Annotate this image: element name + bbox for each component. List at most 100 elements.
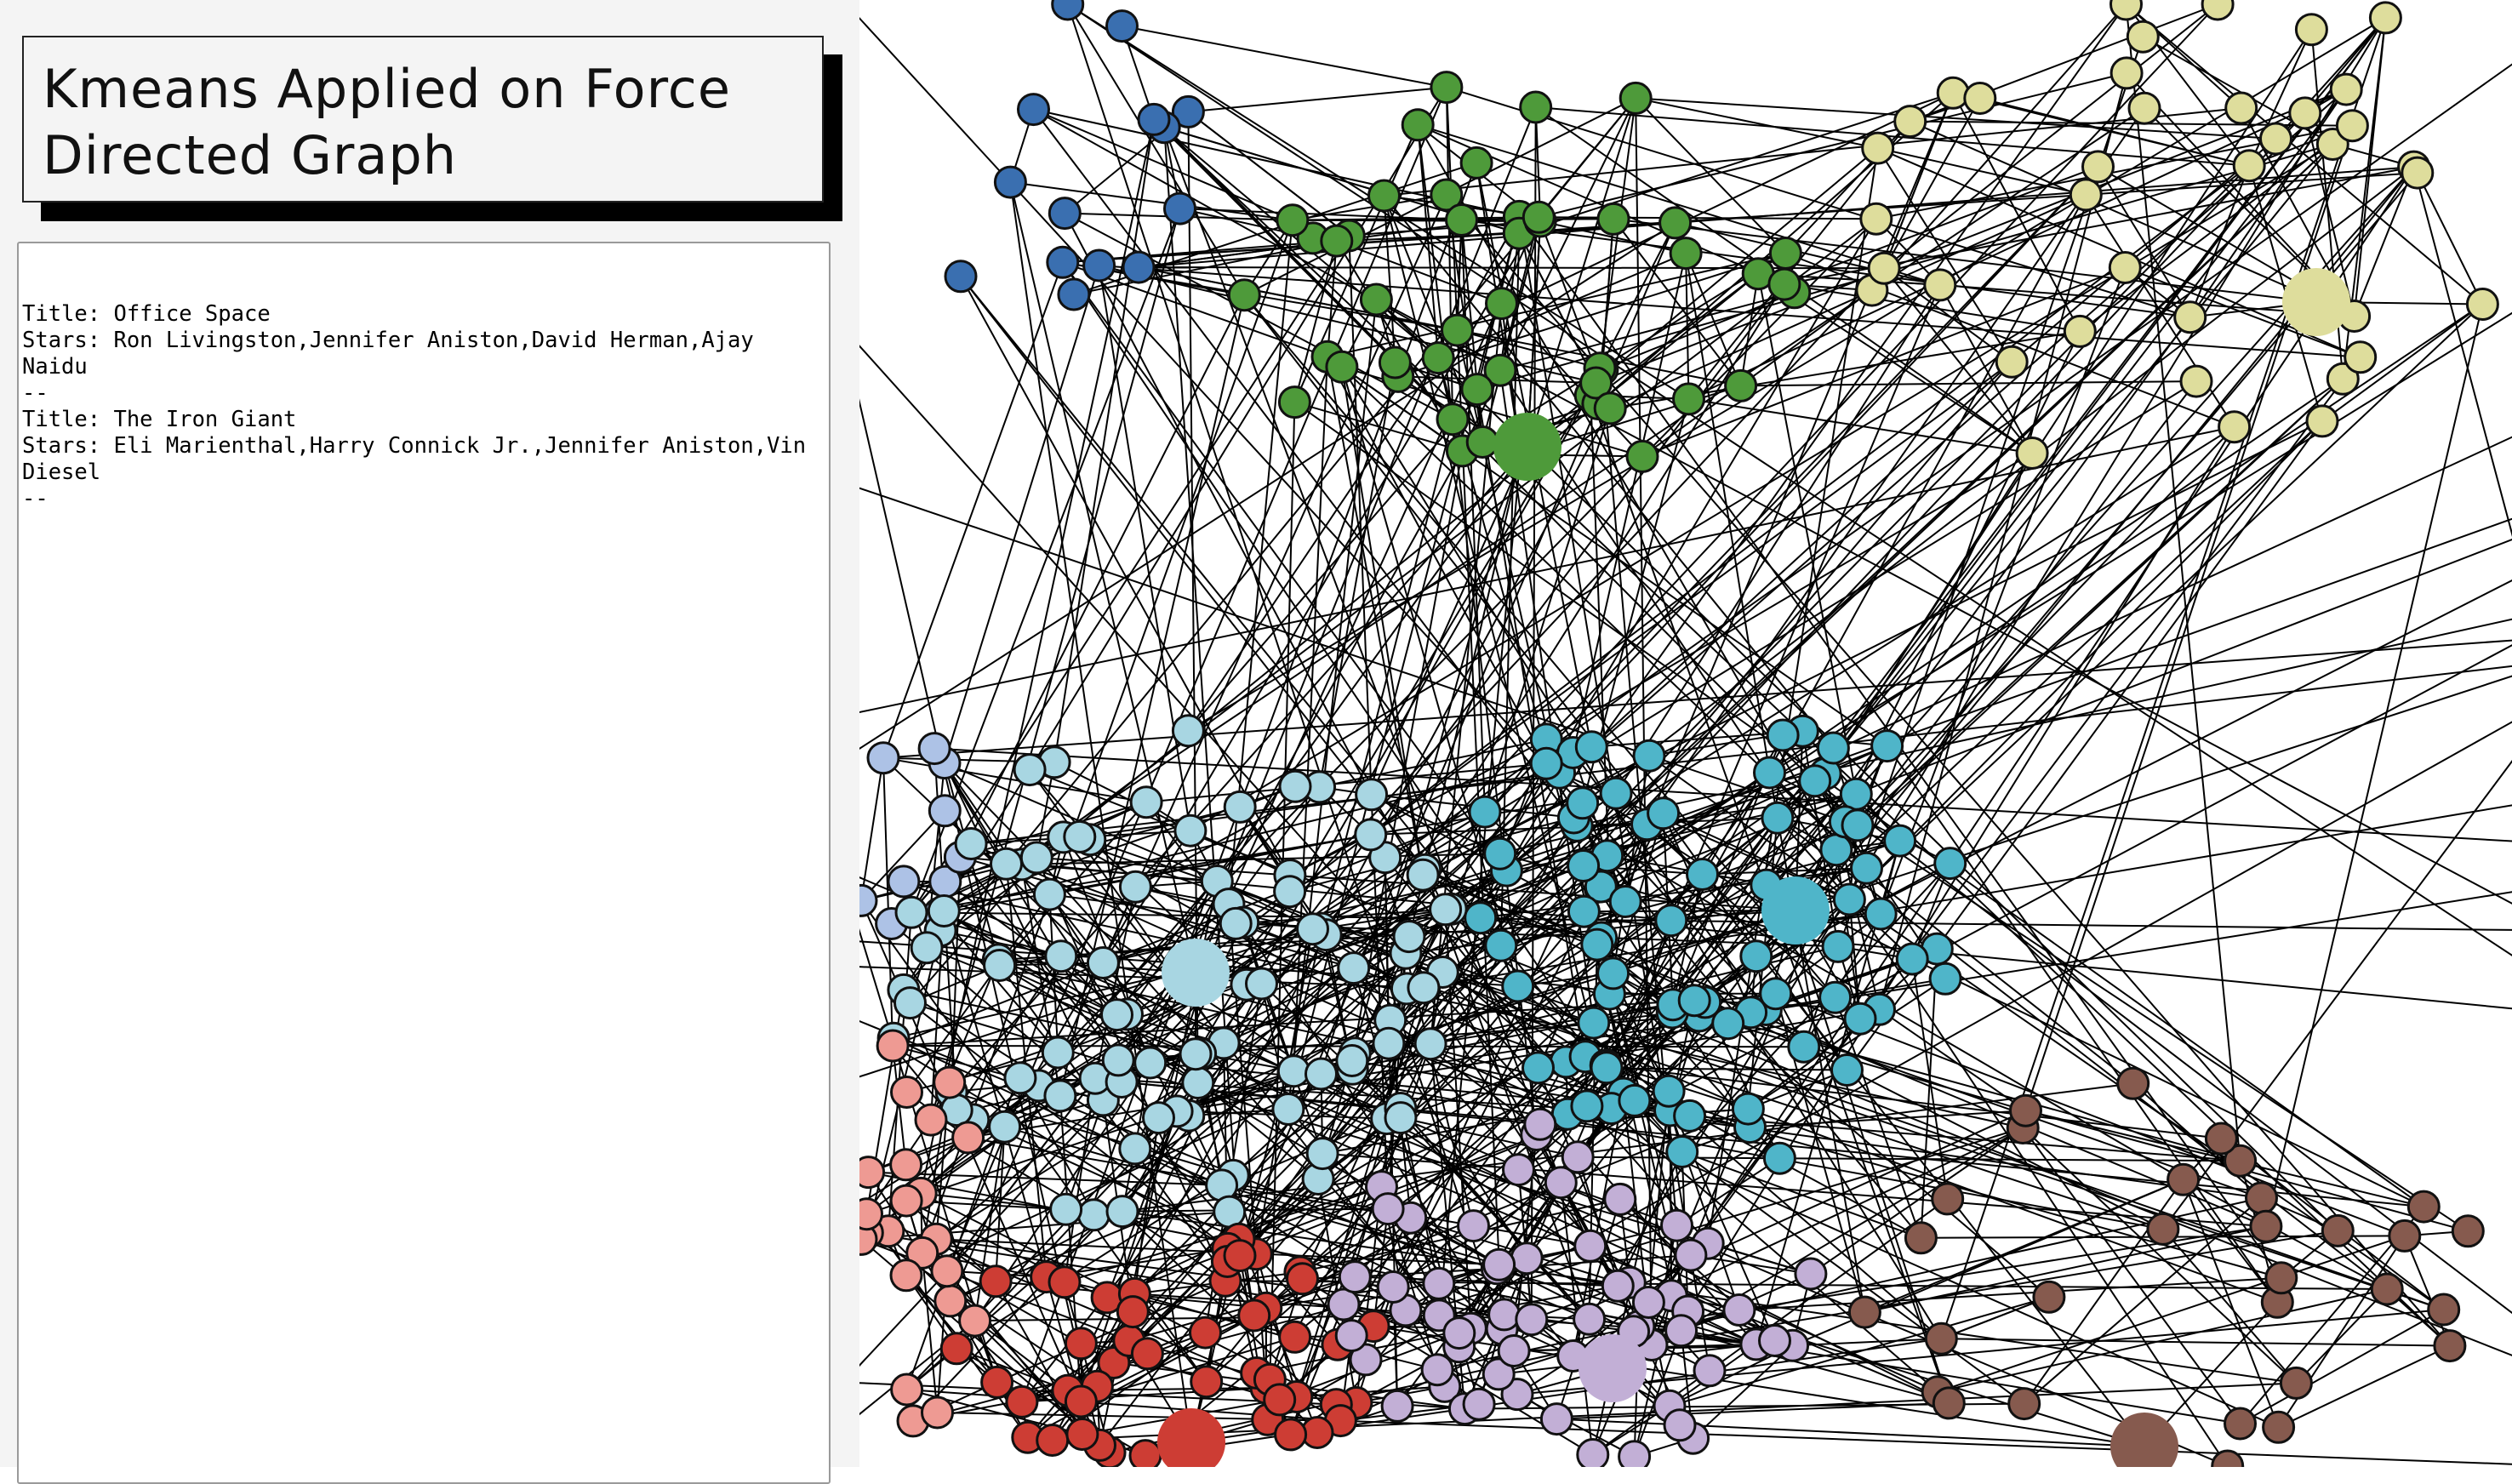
- graph-node-pink[interactable]: [916, 1104, 946, 1135]
- graph-node-cyan[interactable]: [1601, 778, 1631, 808]
- graph-node-red[interactable]: [1190, 1317, 1221, 1348]
- graph-node-pink[interactable]: [891, 1185, 922, 1216]
- graph-node-khaki[interactable]: [2202, 0, 2233, 20]
- graph-node-cyan[interactable]: [1845, 1003, 1875, 1034]
- graph-node-khaki[interactable]: [2370, 3, 2401, 33]
- graph-node-cyan[interactable]: [1935, 848, 1966, 879]
- graph-node-red[interactable]: [1276, 1419, 1306, 1450]
- graph-node-light-blue[interactable]: [1214, 1196, 1245, 1227]
- graph-node-pink[interactable]: [953, 1122, 984, 1153]
- graph-node-cyan[interactable]: [1667, 1137, 1698, 1167]
- graph-node-cyan[interactable]: [1648, 798, 1679, 829]
- graph-node-green[interactable]: [1769, 269, 1800, 300]
- graph-node-khaki[interactable]: [2017, 438, 2047, 469]
- graph-node-purple[interactable]: [1339, 1262, 1370, 1293]
- graph-node-cyan[interactable]: [1841, 779, 1871, 809]
- graph-node-light-blue[interactable]: [896, 897, 927, 928]
- graph-node-khaki[interactable]: [2331, 74, 2361, 105]
- graph-node-cyan[interactable]: [1582, 929, 1613, 960]
- graph-node-blue[interactable]: [1053, 0, 1083, 20]
- graph-node-purple[interactable]: [1444, 1318, 1475, 1349]
- graph-node-brown[interactable]: [2429, 1294, 2459, 1325]
- graph-node-cyan[interactable]: [1634, 740, 1664, 771]
- graph-node-red[interactable]: [1065, 1386, 1096, 1417]
- graph-node-brown[interactable]: [2011, 1095, 2041, 1126]
- graph-node-green[interactable]: [1461, 147, 1492, 178]
- graph-node-khaki[interactable]: [1965, 83, 1995, 114]
- graph-node-purple[interactable]: [1373, 1194, 1403, 1224]
- graph-node-purple[interactable]: [1424, 1268, 1454, 1298]
- graph-node-green[interactable]: [1447, 205, 1477, 236]
- graph-node-khaki[interactable]: [2111, 58, 2142, 88]
- graph-node-brown[interactable]: [2225, 1408, 2256, 1439]
- graph-node-light-blue[interactable]: [895, 988, 926, 1019]
- graph-node-purple[interactable]: [1796, 1259, 1826, 1289]
- graph-node-purple[interactable]: [1464, 1389, 1494, 1419]
- graph-node-lavender[interactable]: [929, 796, 960, 826]
- graph-node-light-blue[interactable]: [1356, 779, 1387, 810]
- graph-node-green[interactable]: [1369, 180, 1400, 211]
- graph-node-green[interactable]: [1660, 208, 1691, 238]
- graph-node-brown[interactable]: [2264, 1412, 2294, 1442]
- graph-node-cyan[interactable]: [1656, 905, 1687, 936]
- graph-node-purple[interactable]: [1525, 1109, 1556, 1139]
- graph-node-green[interactable]: [1279, 387, 1310, 418]
- graph-node-cyan[interactable]: [1834, 884, 1864, 915]
- graph-node-light-blue[interactable]: [1120, 1133, 1150, 1164]
- graph-node-cyan[interactable]: [1579, 1007, 1609, 1038]
- graph-node-khaki[interactable]: [2064, 316, 2095, 346]
- graph-node-cyan[interactable]: [1485, 838, 1516, 869]
- graph-node-purple[interactable]: [1562, 1142, 1593, 1173]
- graph-node-cyan[interactable]: [1832, 1055, 1863, 1086]
- graph-node-cyan[interactable]: [1820, 982, 1851, 1013]
- graph-node-brown[interactable]: [2266, 1263, 2297, 1293]
- graph-node-cyan[interactable]: [1653, 1076, 1684, 1106]
- graph-node-pink[interactable]: [877, 1030, 908, 1061]
- graph-node-purple[interactable]: [1504, 1155, 1534, 1185]
- graph-node-red[interactable]: [1265, 1384, 1295, 1415]
- graph-canvas[interactable]: [859, 0, 2512, 1467]
- graph-node-red[interactable]: [982, 1367, 1013, 1397]
- graph-node-light-blue[interactable]: [1298, 914, 1328, 945]
- graph-node-brown[interactable]: [2009, 1389, 2040, 1419]
- graph-node-red[interactable]: [1191, 1367, 1222, 1397]
- graph-node-khaki[interactable]: [2234, 151, 2264, 181]
- graph-node-brown[interactable]: [2389, 1220, 2420, 1251]
- graph-node-light-blue[interactable]: [1065, 821, 1095, 852]
- graph-node-cyan[interactable]: [1567, 788, 1598, 819]
- graph-node-pink[interactable]: [922, 1397, 953, 1428]
- graph-node-cyan[interactable]: [1767, 720, 1798, 751]
- graph-node-light-blue[interactable]: [1385, 1103, 1416, 1133]
- graph-node-brown[interactable]: [2206, 1123, 2236, 1154]
- graph-node-khaki[interactable]: [2175, 302, 2206, 333]
- graph-node-light-blue[interactable]: [1088, 948, 1118, 979]
- graph-node-khaki[interactable]: [2181, 366, 2212, 397]
- graph-node-cyan[interactable]: [1679, 985, 1710, 1016]
- graph-node-cyan[interactable]: [1523, 1053, 1554, 1083]
- graph-node-pink[interactable]: [859, 1157, 884, 1188]
- graph-node-brown[interactable]: [2435, 1331, 2465, 1361]
- graph-node-khaki[interactable]: [2083, 151, 2114, 182]
- graph-node-blue[interactable]: [1049, 198, 1080, 229]
- graph-node-cyan[interactable]: [1572, 1091, 1602, 1122]
- graph-node-purple[interactable]: [1619, 1441, 1650, 1467]
- graph-node-brown[interactable]: [2408, 1191, 2439, 1222]
- graph-node-khaki[interactable]: [2127, 21, 2158, 52]
- graph-node-brown[interactable]: [1933, 1184, 1963, 1214]
- graph-node-cyan[interactable]: [1568, 851, 1599, 882]
- graph-node-green[interactable]: [1620, 83, 1651, 113]
- graph-node-light-blue[interactable]: [1173, 716, 1203, 746]
- graph-node-cyan[interactable]: [1733, 1093, 1763, 1124]
- graph-node-khaki[interactable]: [1863, 133, 1893, 163]
- graph-node-khaki[interactable]: [2129, 93, 2160, 123]
- graph-node-cyan[interactable]: [1842, 810, 1873, 841]
- graph-node-purple[interactable]: [1336, 1321, 1367, 1351]
- graph-node-brown[interactable]: [2148, 1213, 2178, 1244]
- graph-node-green[interactable]: [1726, 370, 1756, 401]
- graph-node-green[interactable]: [1674, 384, 1704, 414]
- graph-node-cyan[interactable]: [1598, 958, 1629, 989]
- graph-node-cyan[interactable]: [1470, 796, 1500, 827]
- graph-node-purple[interactable]: [1484, 1249, 1515, 1280]
- graph-node-red[interactable]: [1049, 1267, 1080, 1298]
- graph-node-cyan[interactable]: [1800, 766, 1830, 796]
